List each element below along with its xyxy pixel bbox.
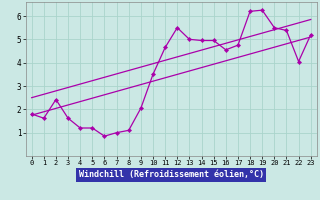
X-axis label: Windchill (Refroidissement éolien,°C): Windchill (Refroidissement éolien,°C) [79,170,264,179]
